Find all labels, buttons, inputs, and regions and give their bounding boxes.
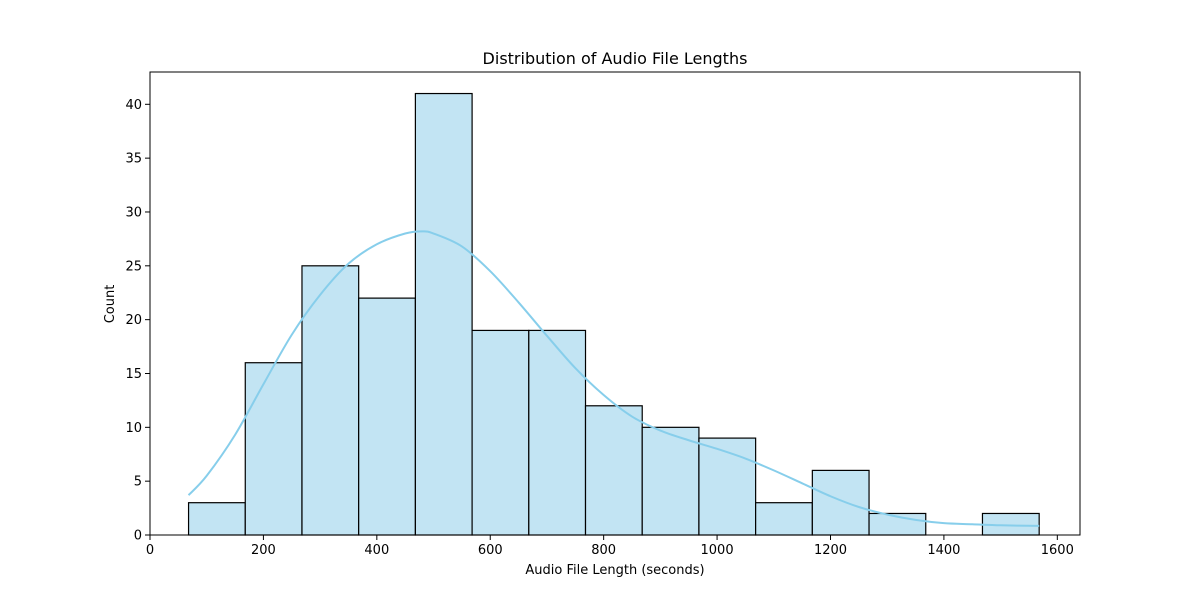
histogram-bar-6 (528, 329, 587, 536)
y-tick-label: 5 (134, 475, 142, 490)
histogram-bar-2 (301, 265, 360, 536)
histogram-bar-1 (244, 362, 303, 536)
y-tick-label: 35 (125, 152, 142, 167)
x-tick-label: 1200 (814, 543, 847, 558)
y-tick-label: 0 (134, 529, 142, 544)
y-tick-label: 10 (125, 421, 142, 436)
y-tick-label: 30 (125, 205, 142, 220)
axes-group (149, 71, 1081, 536)
histogram-bar-7 (584, 405, 643, 536)
y-tick-label: 15 (125, 367, 142, 382)
y-axis-label: Count (103, 285, 118, 324)
histogram-bar-0 (187, 502, 246, 536)
bars-group (187, 92, 1040, 536)
x-tick-label: 400 (364, 543, 389, 558)
x-tick-label: 1000 (701, 543, 734, 558)
x-tick-label: 800 (591, 543, 616, 558)
x-tick-label: 1400 (927, 543, 960, 558)
x-axis-ticks: 0 200 400 600 800 1000 1200 1400 1600 (146, 535, 1074, 558)
y-tick-label: 20 (125, 313, 142, 328)
histogram-bar-9 (698, 437, 757, 536)
histogram-bar-8 (641, 426, 700, 536)
histogram-bar-11 (811, 469, 870, 536)
x-tick-label: 600 (478, 543, 503, 558)
axes-frame (149, 71, 1081, 536)
kde-curve (187, 230, 1040, 527)
chart-title: Distribution of Audio File Lengths (483, 49, 748, 68)
x-tick-label: 200 (251, 543, 276, 558)
histogram-bar-4 (414, 92, 473, 536)
histogram-bar-5 (471, 329, 530, 536)
histogram-bar-3 (358, 297, 416, 536)
y-tick-label: 40 (125, 98, 142, 113)
y-axis-ticks: 0 5 10 15 20 25 30 35 40 (125, 98, 150, 544)
kde-group (187, 230, 1040, 527)
x-axis-label: Audio File Length (seconds) (525, 563, 704, 578)
y-tick-label: 25 (125, 259, 142, 274)
x-tick-label: 1600 (1041, 543, 1074, 558)
histogram-bar-10 (755, 502, 813, 536)
x-tick-label: 0 (146, 543, 154, 558)
